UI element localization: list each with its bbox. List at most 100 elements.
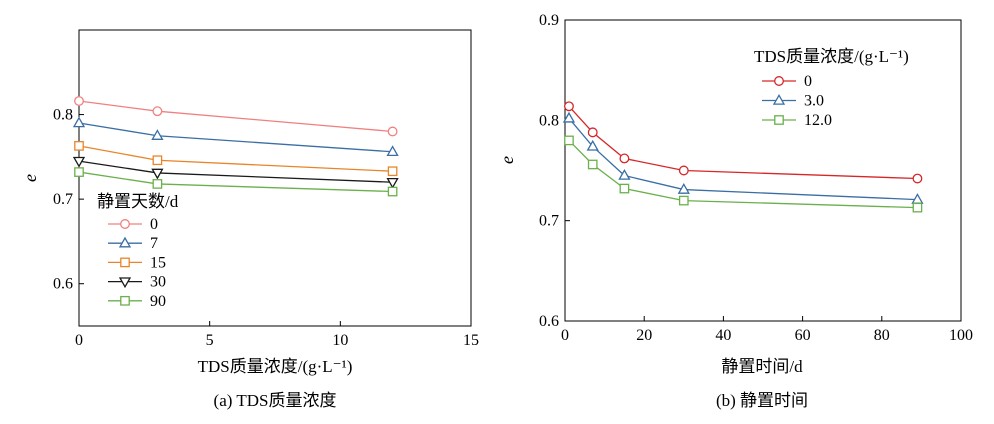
- series-line: [78, 171, 393, 193]
- data-point: [586, 139, 599, 151]
- legend-marker: [118, 236, 132, 248]
- legend-entry: 0: [108, 216, 158, 233]
- panel-a: 0.6 0.7 0.8 0 5 10 15 静置天数/d 0 7 15 30 90 e TDS质量…: [20, 29, 479, 410]
- data-point: [152, 155, 163, 166]
- legend-marker: [774, 76, 784, 86]
- legend-entry: 7: [108, 235, 158, 252]
- x-tick-label: 60: [795, 327, 811, 344]
- legend-label: 7: [150, 235, 158, 252]
- x-axis-label-a: TDS质量浓度/(g·L⁻¹): [198, 357, 353, 376]
- y-tick-label: 0.7: [53, 191, 73, 208]
- series-line: [78, 100, 393, 133]
- series-30: [72, 156, 399, 189]
- y-axis-label-b: e: [497, 156, 517, 164]
- legend-marker: [774, 115, 784, 125]
- legend-entry: 12.0: [762, 112, 832, 129]
- legend-b: TDS质量浓度/(g·L⁻¹) 0 3.0 12.0: [754, 47, 909, 129]
- x-tick-label: 40: [715, 327, 731, 344]
- legend-label: 12.0: [804, 112, 832, 129]
- legend-label: 15: [150, 254, 166, 271]
- legend-entry: 90: [108, 293, 166, 310]
- data-point: [678, 165, 689, 176]
- caption-b: (b) 静置时间: [716, 391, 808, 410]
- x-tick-label: 100: [949, 327, 973, 344]
- series-7: [72, 116, 399, 157]
- data-point: [152, 106, 163, 117]
- series-a: [72, 96, 399, 197]
- data-point: [562, 111, 576, 123]
- series-line: [568, 105, 918, 180]
- data-point: [618, 169, 631, 180]
- series-12.0: [564, 135, 923, 213]
- y-tick-label: 0.9: [539, 12, 559, 29]
- data-point: [386, 145, 399, 157]
- x-tick-label: 5: [206, 332, 214, 349]
- series-0: [74, 96, 398, 137]
- y-tick-label: 0.7: [539, 213, 559, 230]
- data-point: [151, 129, 164, 140]
- legend-label: 0: [150, 216, 158, 233]
- series-90: [74, 167, 398, 197]
- x-tick-label: 20: [636, 327, 652, 344]
- legend-title-b: TDS质量浓度/(g·L⁻¹): [754, 47, 909, 66]
- legend-entry: 3.0: [762, 93, 824, 110]
- data-point: [677, 183, 690, 194]
- data-point: [72, 156, 86, 168]
- x-tick-label: 80: [874, 327, 890, 344]
- y-tick-label: 0.6: [539, 313, 559, 330]
- y-ticks-b: 0.6 0.7 0.8 0.9: [539, 12, 570, 330]
- data-point: [564, 101, 574, 112]
- data-point: [74, 141, 84, 151]
- data-point: [619, 153, 630, 164]
- legend-title-a: 静置天数/d: [97, 192, 179, 211]
- data-point: [151, 168, 164, 180]
- data-point: [386, 177, 399, 189]
- data-point: [387, 166, 398, 177]
- legend-marker: [772, 93, 786, 105]
- data-point: [587, 159, 598, 170]
- plot-frame-b: [564, 19, 962, 322]
- data-point: [387, 186, 398, 197]
- data-point: [72, 116, 86, 128]
- data-point: [912, 173, 923, 184]
- legend-a: 静置天数/d 0 7 15 30 90: [97, 192, 179, 310]
- y-tick-label: 0.8: [539, 112, 559, 129]
- series-b: [562, 101, 924, 213]
- data-point: [564, 135, 574, 146]
- y-tick-label: 0.8: [53, 107, 73, 124]
- legend-entry: 0: [762, 73, 812, 90]
- x-axis-label-b: 静置时间/d: [721, 357, 803, 376]
- legend-entry: 15: [108, 254, 166, 271]
- y-axis-label-a: e: [20, 174, 40, 182]
- series-3.0: [562, 111, 924, 204]
- data-point: [152, 179, 163, 189]
- plot-frame-a: [78, 29, 472, 327]
- legend-label: 30: [150, 274, 166, 291]
- y-ticks-a: 0.6 0.7 0.8: [53, 107, 84, 293]
- x-ticks-a: 0 5 10 15: [75, 321, 479, 349]
- data-point: [587, 127, 598, 138]
- data-point: [74, 96, 84, 106]
- data-point: [387, 126, 398, 137]
- x-tick-label: 10: [332, 332, 348, 349]
- x-tick-label: 0: [561, 327, 569, 344]
- panel-b: 0.6 0.7 0.8 0.9 0 20 40 60 80 100 TDS质量浓度/(g·L⁻¹…: [497, 12, 973, 410]
- legend-marker: [118, 277, 132, 289]
- series-0: [564, 101, 923, 184]
- x-tick-label: 0: [75, 332, 83, 349]
- legend-label: 3.0: [804, 93, 824, 110]
- data-point: [912, 202, 923, 213]
- caption-a: (a) TDS质量浓度: [214, 391, 337, 410]
- series-15: [74, 141, 398, 177]
- legend-entry: 30: [108, 274, 166, 291]
- data-point: [678, 195, 689, 206]
- series-line: [78, 145, 393, 172]
- y-tick-label: 0.6: [53, 276, 73, 293]
- legend-marker: [120, 257, 130, 268]
- data-point: [619, 183, 630, 194]
- legend-marker: [120, 295, 130, 306]
- x-tick-label: 15: [463, 332, 479, 349]
- data-point: [74, 167, 84, 177]
